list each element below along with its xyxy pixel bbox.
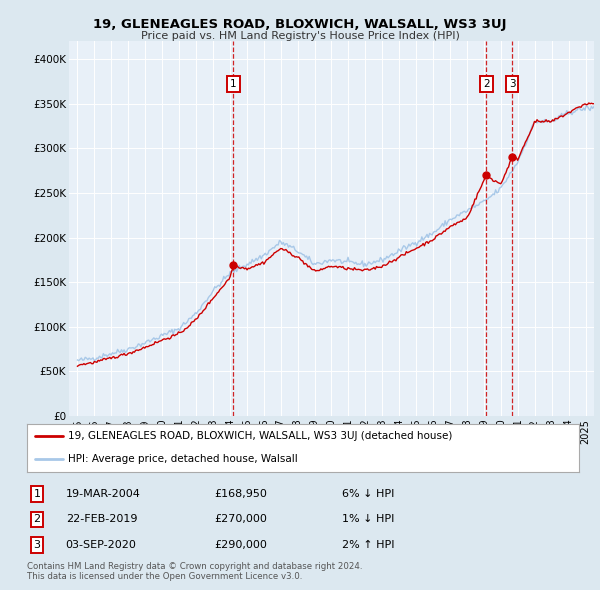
Text: 19, GLENEAGLES ROAD, BLOXWICH, WALSALL, WS3 3UJ: 19, GLENEAGLES ROAD, BLOXWICH, WALSALL, …: [93, 18, 507, 31]
Text: 1: 1: [34, 489, 40, 499]
Text: £270,000: £270,000: [215, 514, 268, 525]
Text: 3: 3: [34, 540, 40, 550]
Text: 19, GLENEAGLES ROAD, BLOXWICH, WALSALL, WS3 3UJ (detached house): 19, GLENEAGLES ROAD, BLOXWICH, WALSALL, …: [68, 431, 453, 441]
Text: 19-MAR-2004: 19-MAR-2004: [65, 489, 140, 499]
Text: 2% ↑ HPI: 2% ↑ HPI: [341, 540, 394, 550]
Text: Contains HM Land Registry data © Crown copyright and database right 2024.: Contains HM Land Registry data © Crown c…: [27, 562, 362, 571]
Text: 1: 1: [230, 80, 237, 89]
Text: 22-FEB-2019: 22-FEB-2019: [65, 514, 137, 525]
Text: £290,000: £290,000: [215, 540, 268, 550]
Text: 6% ↓ HPI: 6% ↓ HPI: [341, 489, 394, 499]
Text: 1% ↓ HPI: 1% ↓ HPI: [341, 514, 394, 525]
Text: 03-SEP-2020: 03-SEP-2020: [65, 540, 137, 550]
Text: Price paid vs. HM Land Registry's House Price Index (HPI): Price paid vs. HM Land Registry's House …: [140, 31, 460, 41]
Text: £168,950: £168,950: [215, 489, 268, 499]
Text: 2: 2: [483, 80, 490, 89]
Text: 2: 2: [34, 514, 40, 525]
Text: 3: 3: [509, 80, 515, 89]
Text: HPI: Average price, detached house, Walsall: HPI: Average price, detached house, Wals…: [68, 454, 298, 464]
Text: This data is licensed under the Open Government Licence v3.0.: This data is licensed under the Open Gov…: [27, 572, 302, 581]
